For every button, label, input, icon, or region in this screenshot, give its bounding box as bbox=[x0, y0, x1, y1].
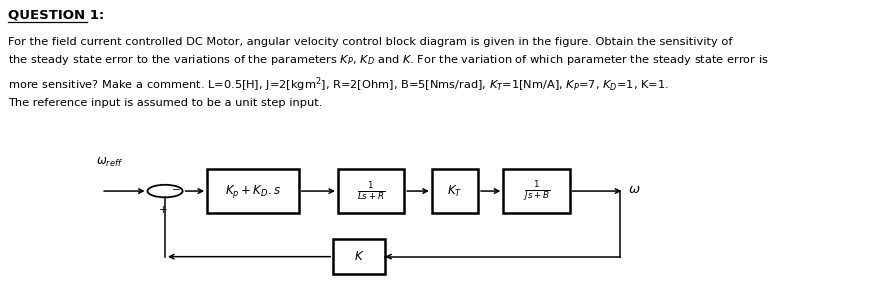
FancyBboxPatch shape bbox=[333, 239, 385, 274]
FancyBboxPatch shape bbox=[338, 169, 404, 213]
Text: QUESTION 1:: QUESTION 1: bbox=[8, 9, 104, 22]
Text: $K_T$: $K_T$ bbox=[448, 183, 463, 199]
FancyBboxPatch shape bbox=[207, 169, 298, 213]
Text: +: + bbox=[159, 205, 168, 215]
Text: −: − bbox=[172, 185, 181, 195]
Text: $\omega$: $\omega$ bbox=[628, 183, 641, 196]
Text: $\frac{1}{Js+B}$: $\frac{1}{Js+B}$ bbox=[523, 179, 550, 203]
Text: $\omega_{reff}$: $\omega_{reff}$ bbox=[95, 156, 123, 169]
Text: $K$: $K$ bbox=[354, 250, 365, 263]
FancyBboxPatch shape bbox=[503, 169, 570, 213]
Text: $K_p + K_D.s$: $K_p + K_D.s$ bbox=[225, 183, 281, 200]
FancyBboxPatch shape bbox=[432, 169, 478, 213]
Text: For the field current controlled DC Motor, angular velocity control block diagra: For the field current controlled DC Moto… bbox=[8, 37, 768, 108]
Text: $\frac{1}{Ls+R}$: $\frac{1}{Ls+R}$ bbox=[357, 180, 385, 202]
